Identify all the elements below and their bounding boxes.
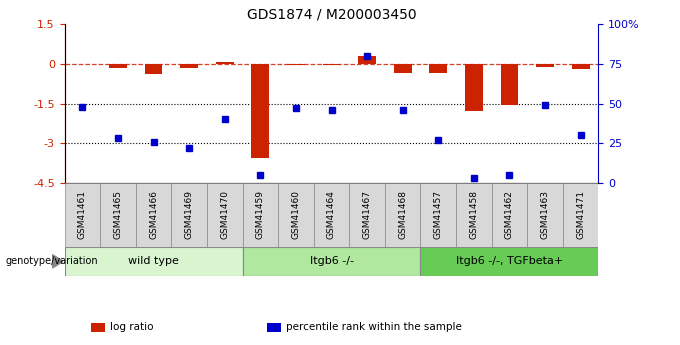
Title: GDS1874 / M200003450: GDS1874 / M200003450 bbox=[247, 8, 416, 22]
Bar bbox=[313, 183, 350, 247]
Bar bbox=[136, 183, 171, 247]
Bar bbox=[145, 64, 163, 75]
Bar bbox=[358, 57, 376, 64]
Text: GSM41461: GSM41461 bbox=[78, 190, 87, 239]
Bar bbox=[420, 247, 598, 276]
Text: GSM41463: GSM41463 bbox=[541, 190, 549, 239]
Text: percentile rank within the sample: percentile rank within the sample bbox=[286, 322, 462, 332]
Text: GSM41471: GSM41471 bbox=[576, 190, 585, 239]
Bar bbox=[465, 64, 483, 111]
Bar bbox=[394, 64, 411, 73]
Text: wild type: wild type bbox=[128, 256, 179, 266]
Text: GSM41462: GSM41462 bbox=[505, 190, 514, 239]
Text: GSM41465: GSM41465 bbox=[114, 190, 122, 239]
Bar bbox=[243, 183, 278, 247]
Text: GSM41468: GSM41468 bbox=[398, 190, 407, 239]
Bar bbox=[171, 183, 207, 247]
Bar bbox=[322, 64, 341, 65]
Bar bbox=[456, 183, 492, 247]
Text: log ratio: log ratio bbox=[110, 322, 154, 332]
Text: genotype/variation: genotype/variation bbox=[5, 256, 98, 266]
Text: GSM41460: GSM41460 bbox=[292, 190, 301, 239]
Bar bbox=[216, 62, 234, 64]
Bar bbox=[100, 183, 136, 247]
Text: GSM41458: GSM41458 bbox=[469, 190, 478, 239]
Text: Itgb6 -/-, TGFbeta+: Itgb6 -/-, TGFbeta+ bbox=[456, 256, 563, 266]
Polygon shape bbox=[52, 255, 63, 268]
Text: GSM41464: GSM41464 bbox=[327, 190, 336, 239]
Bar bbox=[180, 64, 198, 68]
Text: GSM41457: GSM41457 bbox=[434, 190, 443, 239]
Bar bbox=[243, 247, 420, 276]
Bar bbox=[207, 183, 243, 247]
Text: Itgb6 -/-: Itgb6 -/- bbox=[309, 256, 354, 266]
Bar bbox=[109, 64, 127, 68]
Text: GSM41470: GSM41470 bbox=[220, 190, 229, 239]
Bar bbox=[500, 64, 518, 105]
Bar bbox=[287, 64, 305, 65]
Bar bbox=[278, 183, 313, 247]
Text: GSM41467: GSM41467 bbox=[362, 190, 371, 239]
Bar bbox=[65, 247, 243, 276]
Text: GSM41459: GSM41459 bbox=[256, 190, 265, 239]
Bar bbox=[252, 64, 269, 158]
Bar bbox=[267, 323, 281, 332]
Text: GSM41466: GSM41466 bbox=[149, 190, 158, 239]
Bar bbox=[429, 64, 447, 73]
Bar bbox=[420, 183, 456, 247]
Bar bbox=[572, 64, 590, 69]
Bar bbox=[527, 183, 563, 247]
Bar bbox=[563, 183, 598, 247]
Bar bbox=[385, 183, 420, 247]
Bar bbox=[65, 183, 100, 247]
Bar bbox=[492, 183, 527, 247]
Bar bbox=[536, 64, 554, 67]
Bar bbox=[91, 323, 105, 332]
Bar bbox=[350, 183, 385, 247]
Text: GSM41469: GSM41469 bbox=[185, 190, 194, 239]
